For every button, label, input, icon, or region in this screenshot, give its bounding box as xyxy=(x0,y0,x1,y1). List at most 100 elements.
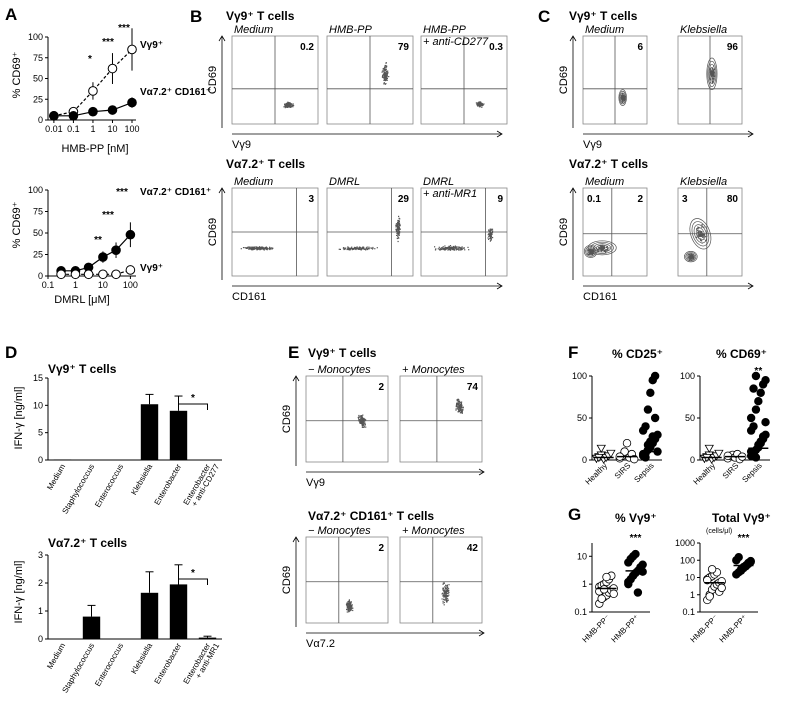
e-top-1-event xyxy=(461,406,463,408)
a-top-ylabel: % CD69⁺ xyxy=(11,51,23,98)
e-top-0-event xyxy=(362,426,364,428)
c-bottom-1-event xyxy=(691,257,693,259)
c-bottom-0-quadrant-value-left: 0.1 xyxy=(587,194,601,205)
b-top-2-event xyxy=(478,102,480,104)
e-bottom-1-quadrant-value: 42 xyxy=(467,543,479,554)
b-top-1-event xyxy=(386,74,388,76)
e-bottom-1-event xyxy=(446,600,449,602)
b-bottom-2-event xyxy=(442,247,444,249)
e-bottom-0-event xyxy=(348,600,350,603)
e-bottom-1-event xyxy=(444,595,446,597)
e-bottom-1-event xyxy=(442,595,444,597)
e-bottom-1-event xyxy=(446,598,448,600)
e-top-0-event xyxy=(362,418,364,420)
e-bottom-0-frame xyxy=(305,536,389,624)
a-top-xlabel: HMB-PP [nM] xyxy=(61,143,128,155)
c-bottom-0-event xyxy=(601,247,603,250)
b-top-1-event xyxy=(382,73,385,75)
b-bottom-0-event xyxy=(262,248,264,250)
b-bottom-2-event xyxy=(453,247,455,249)
e-bottom-1-event xyxy=(446,584,448,586)
b-top-2-event xyxy=(480,102,482,104)
b-bottom-2-event xyxy=(435,248,437,250)
c-bottom-1-event xyxy=(695,236,698,238)
b-bottom-2-event xyxy=(489,237,491,239)
b-bottom-2-event xyxy=(488,230,490,232)
b-bottom-2-event xyxy=(467,246,469,248)
b-bottom-1-event xyxy=(399,228,401,230)
panel-label-c: C xyxy=(538,7,550,26)
b-top-0-event xyxy=(289,103,291,105)
c-top-1-event xyxy=(714,75,716,77)
b-bottom-0-event xyxy=(246,247,248,249)
c-top-1-event xyxy=(712,71,714,73)
c-bottom-0-event xyxy=(596,248,598,250)
b-bottom-0-event xyxy=(247,246,249,248)
b-top-1-event xyxy=(387,72,389,74)
b-bottom-1-event xyxy=(363,247,365,249)
c-bottom-1-contour xyxy=(684,251,698,263)
e-top-1-event xyxy=(456,400,458,402)
b-bottom-2-event xyxy=(460,249,462,251)
c-top-1-event xyxy=(712,69,714,71)
b-bottom-1-event xyxy=(354,246,356,248)
c-bottom-0-event xyxy=(589,253,591,255)
panel-label-a: A xyxy=(5,5,17,24)
b-bottom-0-event xyxy=(256,246,258,248)
e-bottom-0-event xyxy=(347,606,349,609)
b-top-1-event xyxy=(388,76,390,78)
b-bottom-2-event xyxy=(488,238,490,240)
c-bottom-0-event xyxy=(598,249,600,251)
e-bottom-0-event xyxy=(350,609,352,611)
b-bottom-0-event xyxy=(252,246,254,248)
e-bottom-1-event xyxy=(447,588,449,590)
c-bottom-1-event xyxy=(696,228,698,230)
c-bottom-0-event xyxy=(607,249,609,251)
b-top-title: Vγ9⁺ T cells xyxy=(226,9,295,23)
e-bottom-1-event xyxy=(442,588,445,590)
b-bottom-0-event xyxy=(265,248,267,250)
b-bottom-1-event xyxy=(349,247,351,249)
c-bottom-0-event xyxy=(601,245,603,247)
b-bottom-2-event xyxy=(490,237,492,239)
e-bottom-1-event xyxy=(448,592,450,594)
a-bottom-point xyxy=(83,269,94,280)
e-top-title: Vγ9⁺ T cells xyxy=(308,346,377,360)
b-bottom-2-event xyxy=(455,249,458,251)
a-bottom-xtick-label: 100 xyxy=(123,280,138,290)
c-bottom-ylabel: CD69 xyxy=(558,218,570,246)
c-bottom-1-event xyxy=(691,257,693,260)
e-top-y-arrowhead xyxy=(292,375,300,382)
c-bottom-0-event xyxy=(602,249,604,251)
b-bottom-2-event xyxy=(442,248,444,251)
e-bottom-1-event xyxy=(447,592,449,594)
b-bottom-1-event xyxy=(399,225,401,227)
b-top-1-event xyxy=(382,76,384,78)
c-bottom-1-event xyxy=(701,240,703,242)
b-top-2-event xyxy=(478,102,480,105)
f-left-ytick-label: 50 xyxy=(577,413,587,423)
e-top-0-event xyxy=(363,426,365,428)
e-top-1-event xyxy=(458,400,460,402)
e-bottom-1-event xyxy=(448,590,450,592)
b-top-1-event xyxy=(386,73,388,75)
a-bottom-point xyxy=(111,269,121,280)
e-top-0-event xyxy=(363,420,365,422)
c-top-1-event xyxy=(709,71,711,73)
b-bottom-2-event xyxy=(491,232,493,234)
b-bottom-1-event xyxy=(347,246,349,248)
b-bottom-1-event xyxy=(339,248,341,250)
e-bottom-0-event xyxy=(348,607,350,609)
e-top-1-event xyxy=(456,399,458,401)
e-bottom-0-event xyxy=(346,604,348,606)
c-bottom-0-condition: Medium xyxy=(585,176,624,188)
g-left-group-label: HMB-PP⁺ xyxy=(610,613,641,644)
c-top-0-event xyxy=(623,96,625,98)
a-top-xtick-label: 0.01 xyxy=(45,124,63,134)
c-top-0-event xyxy=(623,97,625,99)
f-right-group-label: Healthy xyxy=(692,461,718,487)
b-top-1-event xyxy=(385,78,388,80)
b-bottom-1-event xyxy=(397,240,399,243)
b-bottom-1-event xyxy=(360,249,362,251)
